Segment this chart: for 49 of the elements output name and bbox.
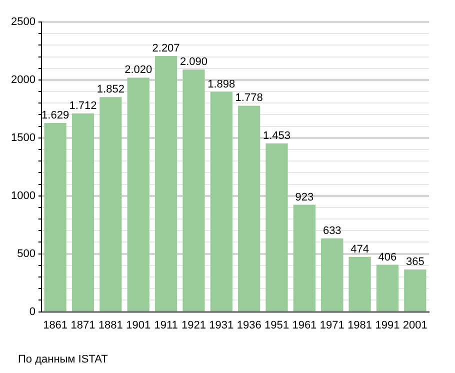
data-label: 2.020	[124, 64, 152, 76]
y-tick-label: 1500	[10, 132, 36, 144]
data-label: 2.207	[152, 42, 180, 54]
bar	[266, 143, 288, 312]
bar	[210, 92, 232, 312]
text: По данным ISTAT	[18, 354, 108, 366]
y-tick-label: 1000	[10, 190, 36, 202]
bar	[154, 56, 178, 312]
x-tick-label: 1936	[236, 319, 262, 332]
x-tick-label: 1981	[348, 319, 372, 332]
y-tick-label: 2500	[10, 16, 36, 28]
y-tick-label: 500	[17, 248, 36, 260]
x-tick-label: 1971	[320, 319, 344, 332]
x-tick-label: 1861	[43, 319, 68, 332]
x-tick-label: 1901	[126, 319, 151, 332]
bar	[321, 238, 344, 312]
bar	[238, 106, 260, 312]
data-label: 633	[322, 224, 342, 237]
data-label: 1.898	[208, 78, 236, 90]
data-label: 474	[350, 243, 369, 256]
bar	[182, 70, 205, 312]
x-tick-label: 1951	[264, 319, 289, 332]
bar	[72, 113, 94, 312]
data-label: 1.778	[235, 92, 263, 104]
bar	[376, 264, 399, 312]
x-tick-label: 1921	[181, 319, 206, 332]
data-label: 1.852	[96, 84, 124, 96]
x-tick-label: 1881	[98, 319, 123, 332]
bar	[100, 97, 122, 312]
x-tick-label: 1961	[292, 319, 317, 332]
bar	[293, 204, 316, 312]
x-tick-label: 1871	[70, 319, 96, 332]
data-label: 1.712	[69, 100, 97, 112]
y-tick-label: 2000	[10, 74, 36, 86]
data-label: 1.629	[42, 110, 70, 122]
x-tick-label: 1991	[375, 319, 400, 332]
bar	[348, 256, 371, 312]
data-label: 406	[378, 251, 397, 264]
data-label: 1.453	[262, 130, 291, 142]
x-tick-label: 1911	[154, 319, 178, 332]
x-tick-label: 2001	[402, 319, 428, 332]
bar	[404, 269, 426, 312]
data-label: 365	[406, 256, 424, 268]
y-tick-label: 0	[29, 306, 36, 318]
data-label: 2.090	[180, 56, 208, 68]
data-label: 923	[295, 191, 314, 204]
bar	[127, 78, 150, 312]
x-tick-label: 1931	[209, 319, 234, 332]
bar	[44, 122, 66, 312]
